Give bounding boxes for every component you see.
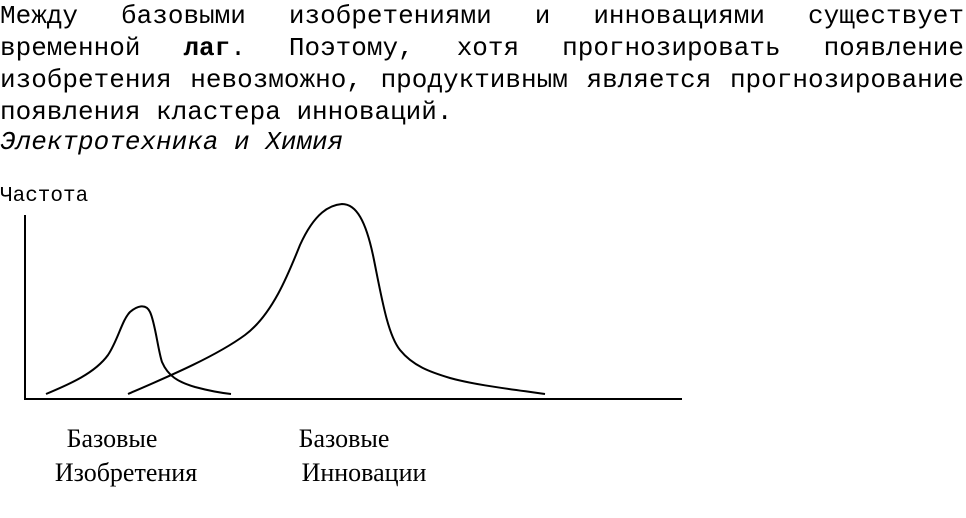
subtitle: Электротехника и Химия <box>0 127 344 157</box>
caption-innovations-line2: Инновации <box>301 458 427 487</box>
innovations-curve <box>127 202 546 395</box>
y-axis-label: Частота <box>0 185 89 208</box>
caption-base-inventions: Базовые Изобретения <box>36 422 216 490</box>
lag-term: лаг <box>183 33 231 63</box>
intro-text-end: . Поэтому, хотя прогнозировать появление… <box>0 33 964 127</box>
caption-inventions-line2: Изобретения <box>54 458 198 487</box>
caption-innovations-line1: Базовые <box>298 424 390 453</box>
caption-base-innovations: Базовые Инновации <box>274 422 454 490</box>
intro-text-start: Между базовыми изобретениями и инновация… <box>0 1 964 63</box>
intro-paragraph: Между базовыми изобретениями и инновация… <box>0 0 964 128</box>
inventions-curve <box>45 305 232 395</box>
caption-inventions-line1: Базовые <box>66 424 158 453</box>
